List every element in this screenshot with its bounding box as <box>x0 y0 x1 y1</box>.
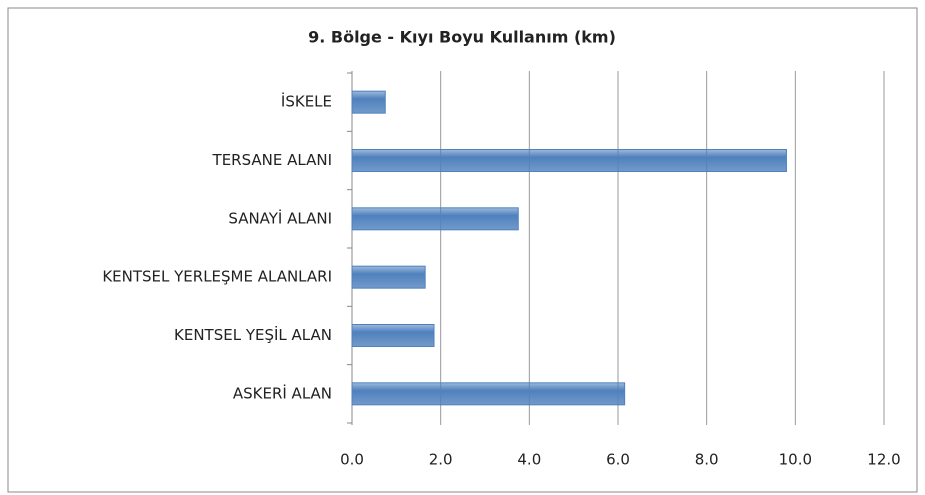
x-tick-label: 12.0 <box>867 451 900 469</box>
x-tick-label: 8.0 <box>695 451 719 469</box>
y-tick-label: KENTSEL YERLEŞME ALANLARI <box>102 268 332 286</box>
chart-title: 9. Bölge - Kıyı Boyu Kullanım (km) <box>308 28 616 47</box>
bar <box>351 90 386 114</box>
y-tick-label: KENTSEL YEŞİL ALAN <box>174 325 332 344</box>
y-tick-label: SANAYİ ALANI <box>228 208 332 227</box>
x-tick-label: 0.0 <box>340 451 364 469</box>
x-tick-label: 10.0 <box>779 451 812 469</box>
y-tick-label: TERSANE ALANI <box>212 151 332 169</box>
y-tick-label: ASKERİ ALAN <box>233 383 332 402</box>
bar <box>351 324 435 347</box>
bar <box>351 149 787 172</box>
bar <box>351 265 426 289</box>
y-tick-label: İSKELE <box>281 92 332 111</box>
bar <box>351 207 519 231</box>
bar <box>351 382 626 406</box>
chart-frame <box>7 7 918 493</box>
x-tick-label: 2.0 <box>429 451 453 469</box>
x-tick-label: 4.0 <box>517 451 541 469</box>
x-tick-label: 6.0 <box>606 451 630 469</box>
